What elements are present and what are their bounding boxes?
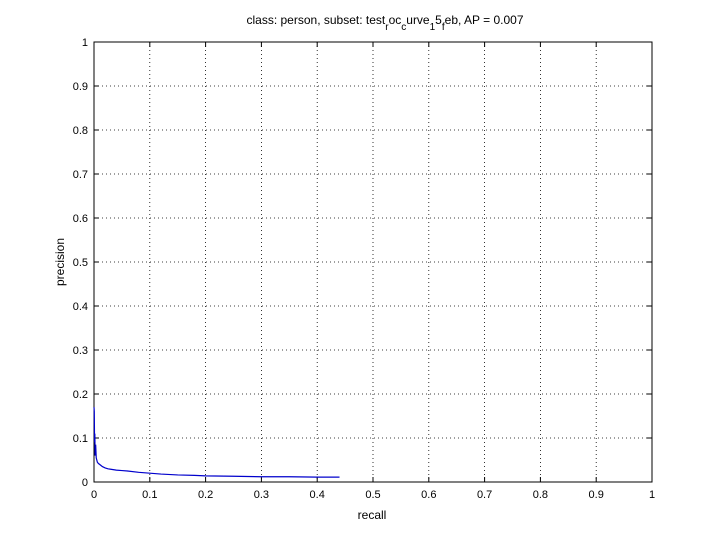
y-tick-label: 0.7 (73, 169, 88, 181)
title-part: r (385, 22, 389, 33)
title-part: 1 (430, 22, 436, 33)
y-tick-label: 0.9 (73, 81, 88, 93)
title-part: c (401, 22, 406, 33)
y-tick-label: 0.3 (73, 345, 88, 357)
title-part: oc (389, 13, 402, 27)
y-tick-label: 0.4 (73, 301, 88, 313)
y-tick-label: 0.5 (73, 257, 88, 269)
y-tick-label: 0.6 (73, 213, 88, 225)
x-axis-label: recall (358, 508, 387, 522)
y-tick-label: 0.8 (73, 125, 88, 137)
title-part: eb, AP = 0.007 (445, 13, 524, 27)
pr-curve-line (93, 407, 340, 478)
series-layer (93, 407, 340, 478)
x-tick-label: 1 (649, 489, 655, 501)
title-part: urve (406, 13, 430, 27)
y-axis-label: precision (53, 238, 67, 286)
title-part: f (442, 22, 445, 33)
x-tick-label: 0.7 (477, 489, 492, 501)
x-tick-label: 0.2 (198, 489, 213, 501)
x-tick-label: 0.1 (142, 489, 157, 501)
x-tick-label: 0.3 (254, 489, 269, 501)
y-tick-label: 1 (82, 37, 88, 49)
x-tick-label: 0 (91, 489, 97, 501)
title-part: class: person, subset: test (247, 13, 386, 27)
x-tick-label: 0.6 (421, 489, 436, 501)
chart-title: class: person, subset: testroccurve15feb… (247, 13, 524, 33)
x-tick-label: 0.4 (310, 489, 325, 501)
y-tick-label: 0 (82, 477, 88, 489)
x-tick-label: 0.5 (365, 489, 380, 501)
y-tick-label: 0.2 (73, 389, 88, 401)
ticks: 0 0.1 0.2 0.3 0.4 0.5 0.6 0.7 0.8 0.9 1 0 0.1 0.2 0.3 0… (73, 37, 655, 501)
x-tick-label: 0.9 (589, 489, 604, 501)
y-tick-label: 0.1 (73, 433, 88, 445)
grid (94, 42, 652, 482)
title-part: 5 (435, 13, 442, 27)
x-tick-label: 0.8 (533, 489, 548, 501)
